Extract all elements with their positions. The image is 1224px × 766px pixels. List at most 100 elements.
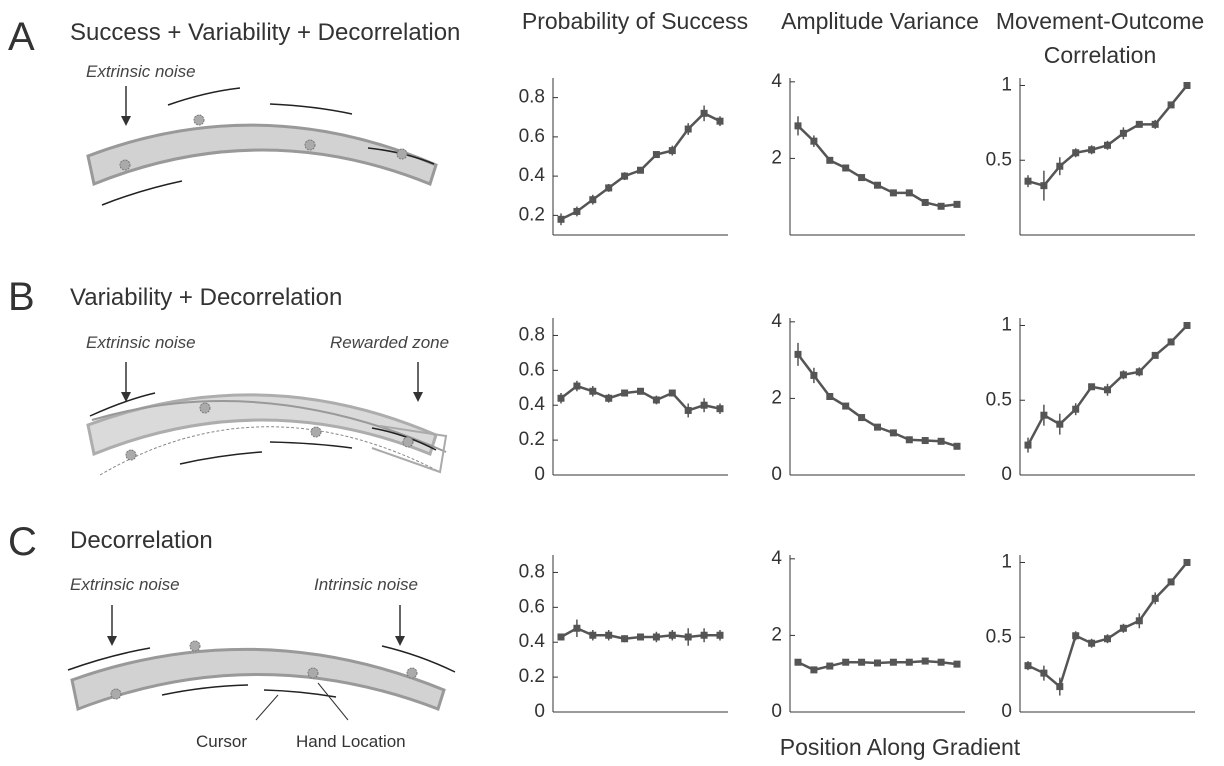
y-tick-label: 0.4 — [519, 631, 546, 652]
data-point — [716, 405, 724, 413]
data-point — [637, 387, 644, 395]
data-point — [794, 658, 802, 666]
y-tick-label: 0.5 — [986, 149, 1012, 170]
data-point — [1104, 141, 1111, 149]
y-tick-label: 2 — [771, 387, 782, 408]
data-point — [889, 189, 897, 197]
y-tick-label: 0.2 — [519, 666, 545, 687]
data-point — [1135, 120, 1143, 128]
data-point — [668, 389, 676, 397]
data-point — [937, 437, 945, 445]
series-line — [560, 111, 721, 221]
data-point — [1135, 617, 1143, 625]
y-tick-label: 1 — [1001, 551, 1012, 572]
diagram-label: Intrinsic noise — [314, 575, 418, 594]
y-tick-label: 0.2 — [519, 429, 545, 450]
data-point — [1183, 81, 1191, 89]
data-point — [637, 633, 644, 641]
data-point — [1040, 182, 1048, 190]
data-point — [874, 423, 881, 431]
data-point — [573, 382, 581, 390]
data-point — [889, 658, 897, 666]
data-point — [557, 215, 565, 223]
data-point — [1088, 146, 1096, 154]
y-tick-label: 4 — [771, 71, 782, 92]
data-point — [637, 166, 644, 174]
data-point — [716, 631, 724, 639]
data-point — [589, 196, 597, 204]
y-tick-label: 0 — [1001, 701, 1012, 722]
data-point — [668, 631, 676, 639]
data-point — [1024, 177, 1032, 185]
data-point — [1119, 371, 1127, 379]
data-point — [1183, 321, 1191, 329]
data-point — [794, 122, 802, 130]
data-point — [921, 657, 929, 665]
y-tick-label: 0 — [1001, 464, 1012, 485]
data-point — [953, 442, 961, 450]
series-line — [1027, 561, 1188, 689]
data-point — [937, 658, 945, 666]
data-point — [1040, 669, 1048, 677]
y-tick-label: 0.4 — [519, 394, 546, 415]
data-point — [1167, 101, 1175, 109]
data-point — [858, 414, 866, 422]
data-point — [700, 631, 708, 639]
diagram — [67, 605, 456, 721]
panel-letter: A — [8, 15, 35, 59]
data-point — [842, 658, 850, 666]
data-point — [1135, 368, 1143, 376]
data-point — [621, 635, 629, 643]
data-point — [810, 137, 818, 145]
data-point — [1072, 405, 1080, 413]
y-tick-label: 0.6 — [519, 126, 545, 147]
column-title: Amplitude Variance — [781, 8, 979, 34]
data-point — [842, 164, 850, 172]
data-point — [889, 429, 897, 437]
column-title: Movement-Outcome Correlation — [995, 8, 1205, 68]
data-point — [826, 156, 834, 164]
y-tick-label: 0 — [771, 701, 782, 722]
panel-letter: B — [8, 275, 35, 319]
y-tick-label: 0.5 — [986, 626, 1012, 647]
data-point — [668, 147, 676, 155]
y-tick-label: 2 — [771, 147, 782, 168]
y-tick-label: 0 — [534, 464, 545, 485]
y-tick-label: 4 — [771, 311, 782, 332]
diagram-label: Extrinsic noise — [86, 333, 196, 352]
y-tick-label: 2 — [771, 624, 782, 645]
series-line — [1027, 84, 1188, 188]
data-point — [858, 174, 866, 182]
data-point — [684, 406, 692, 414]
data-point — [953, 200, 961, 208]
y-tick-label: 4 — [771, 548, 782, 569]
data-point — [905, 658, 913, 666]
diagram — [86, 362, 448, 476]
data-point — [1151, 120, 1159, 128]
data-point — [652, 151, 660, 159]
y-tick-label: 0.6 — [519, 596, 545, 617]
data-point — [1072, 149, 1080, 157]
panel-title: Success + Variability + Decorrelation — [70, 19, 460, 46]
y-tick-label: 0.5 — [986, 389, 1012, 410]
y-tick-label: 0 — [534, 701, 545, 722]
data-point — [621, 389, 629, 397]
data-point — [1088, 383, 1096, 391]
data-point — [652, 633, 660, 641]
data-point — [1167, 578, 1175, 586]
y-tick-label: 0.4 — [519, 165, 546, 186]
data-point — [589, 387, 597, 395]
panel-title: Variability + Decorrelation — [70, 284, 342, 311]
data-point — [905, 189, 913, 197]
y-tick-label: 1 — [1001, 74, 1012, 95]
column-title: Probability of Success — [521, 8, 749, 34]
series-line — [797, 353, 958, 448]
data-point — [1104, 386, 1111, 394]
data-point — [1167, 338, 1175, 346]
data-point — [810, 666, 818, 674]
data-point — [1056, 420, 1064, 428]
data-point — [874, 659, 881, 667]
y-tick-label: 0.8 — [519, 87, 545, 108]
data-point — [1151, 351, 1159, 359]
